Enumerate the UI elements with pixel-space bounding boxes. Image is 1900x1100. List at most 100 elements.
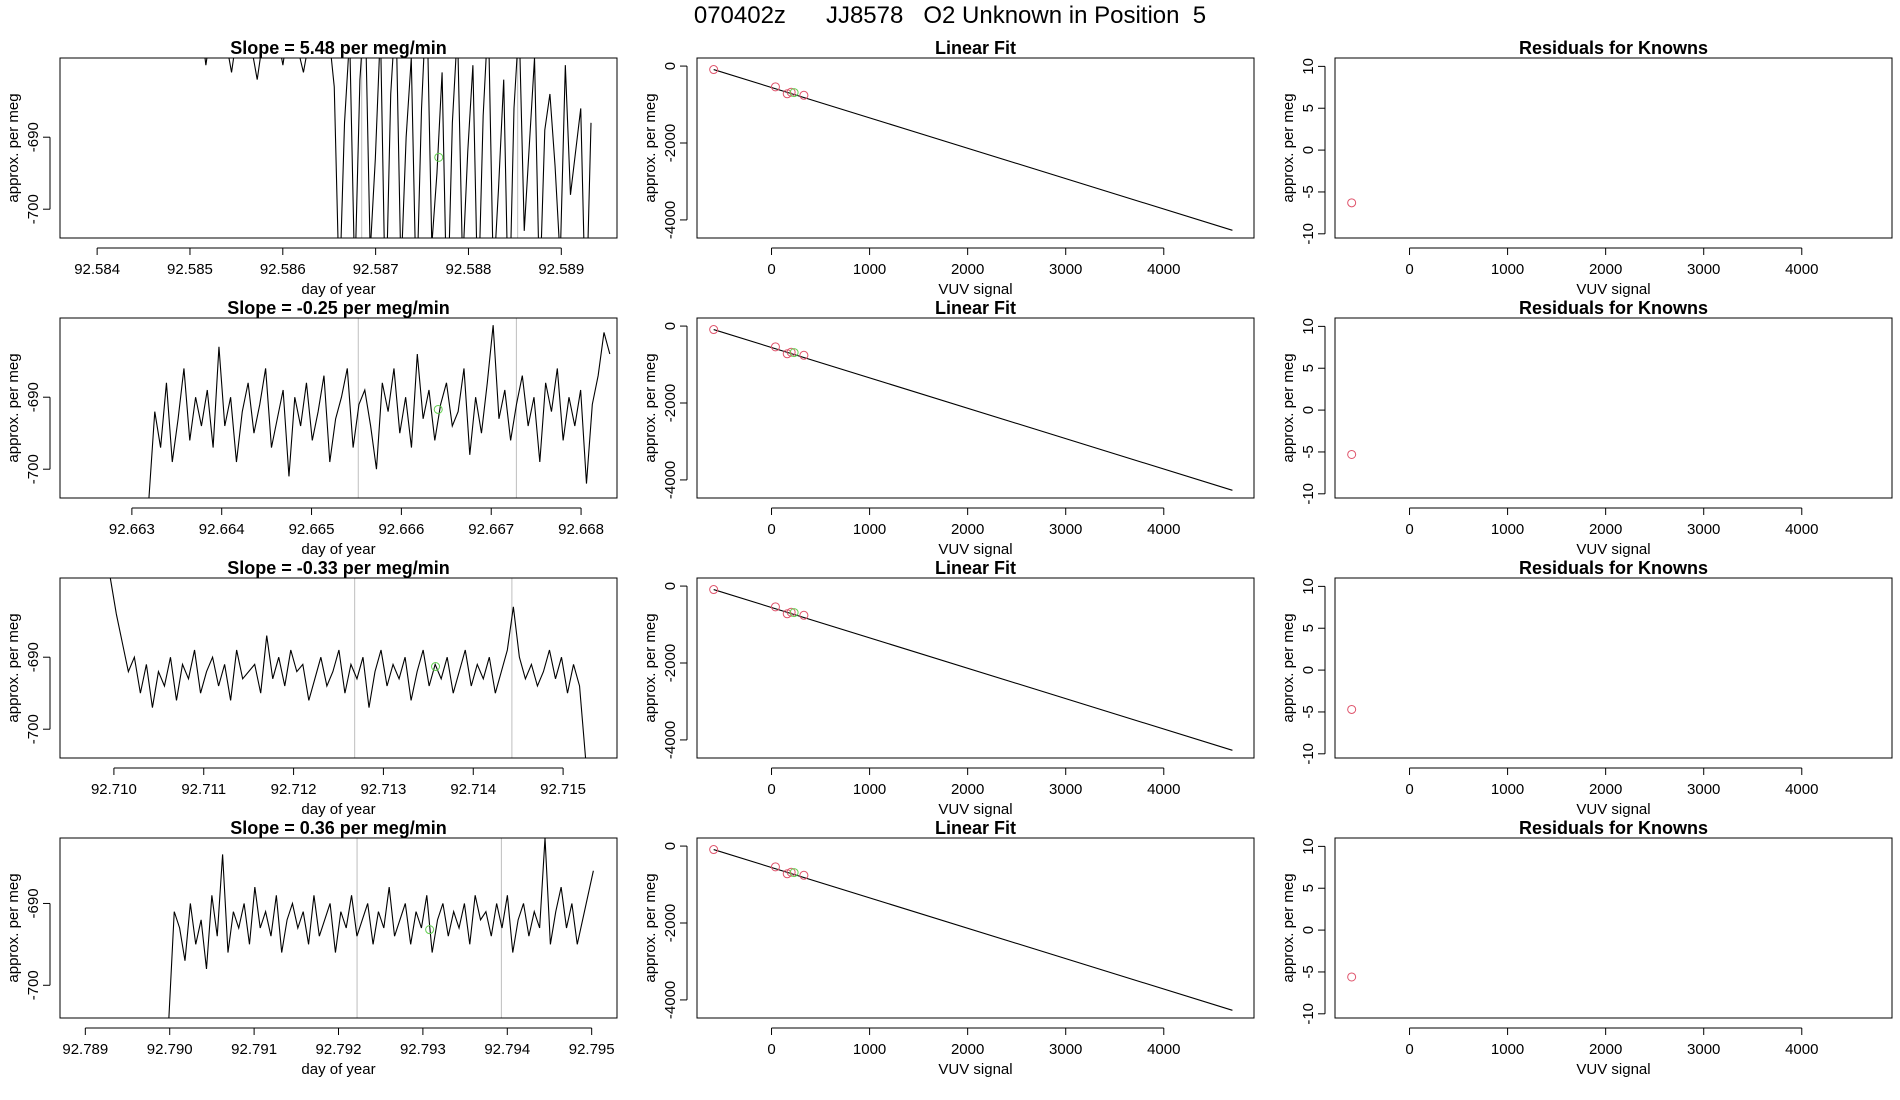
x-tick-label: 92.712 (271, 781, 317, 798)
y-tick-label: 10 (1300, 578, 1317, 595)
plot-frame (59, 577, 618, 759)
y-tick-label: 0 (662, 842, 679, 850)
x-tick-label: 92.585 (167, 261, 213, 278)
x-tick-label: 92.663 (109, 521, 155, 538)
y-tick-label: -700 (25, 194, 42, 224)
x-tick-label: 92.586 (260, 261, 306, 278)
series-line (168, 838, 594, 1018)
known-point (1347, 198, 1357, 208)
x-tick-label: 92.791 (231, 1041, 277, 1058)
known-point (1347, 972, 1357, 982)
x-tick-label: 92.584 (74, 261, 120, 278)
y-tick-label: -690 (25, 888, 42, 918)
x-tick-label: 1000 (1491, 781, 1524, 798)
x-tick-label: 2000 (951, 1041, 984, 1058)
x-tick-label: 92.668 (558, 521, 604, 538)
x-axis-label: day of year (301, 541, 375, 558)
plot-area (1347, 449, 1357, 459)
x-tick-label: 92.713 (360, 781, 406, 798)
plot-area (148, 318, 611, 498)
x-tick-label: 0 (767, 521, 775, 538)
y-tick-label: 10 (1300, 838, 1317, 855)
plot-frame (1334, 57, 1893, 239)
chart-title: Slope = -0.25 per meg/min (227, 298, 450, 318)
chart-panel-time-series-row-3: Slope = -0.33 per meg/min day of year appr… (5, 558, 618, 818)
plot-area (185, 58, 592, 238)
known-point (799, 350, 809, 360)
x-axis-label: VUV signal (1576, 281, 1650, 298)
known-point (782, 349, 792, 359)
y-tick-label: -2000 (662, 384, 679, 422)
x-tick-label: 92.664 (199, 521, 245, 538)
y-tick-label: 5 (1300, 884, 1317, 892)
x-tick-label: 92.589 (538, 261, 584, 278)
y-tick-label: -4000 (662, 201, 679, 239)
y-tick-label: 10 (1300, 318, 1317, 335)
x-tick-label: 4000 (1147, 521, 1180, 538)
x-tick-label: 1000 (853, 781, 886, 798)
x-tick-label: 0 (767, 261, 775, 278)
x-tick-label: 3000 (1049, 781, 1082, 798)
y-tick-label: -5 (1300, 965, 1317, 978)
y-axis-label: approx. per meg (5, 613, 22, 722)
chart-title: Residuals for Knowns (1519, 558, 1708, 578)
x-tick-label: 2000 (1589, 1041, 1622, 1058)
x-tick-label: 92.667 (468, 521, 514, 538)
x-tick-label: 2000 (951, 521, 984, 538)
x-tick-label: 92.795 (569, 1041, 615, 1058)
x-tick-label: 1000 (1491, 261, 1524, 278)
x-axis-label: VUV signal (938, 801, 1012, 818)
unknown-marker (433, 404, 443, 414)
known-point (786, 87, 796, 97)
x-tick-label: 4000 (1785, 521, 1818, 538)
x-tick-label: 1000 (853, 261, 886, 278)
y-tick-label: -690 (25, 382, 42, 412)
known-point (799, 610, 809, 620)
known-point (770, 82, 780, 92)
chart-panel-residuals-row-3: Residuals for Knowns VUV signal approx. pe… (1280, 558, 1893, 818)
chart-panel-residuals-row-1: Residuals for Knowns VUV signal approx. pe… (1280, 38, 1893, 298)
known-point (709, 585, 719, 595)
y-tick-label: 5 (1300, 104, 1317, 112)
y-tick-label: 0 (662, 582, 679, 590)
y-tick-label: -4000 (662, 721, 679, 759)
chart-panel-linear-fit-row-2: Linear Fit VUV signal approx. per meg 0 1000… (642, 298, 1255, 558)
unknown-point (789, 348, 799, 358)
y-tick-label: -2000 (662, 644, 679, 682)
x-tick-label: 0 (767, 781, 775, 798)
chart-title: Linear Fit (935, 298, 1016, 318)
x-tick-label: 2000 (1589, 261, 1622, 278)
plot-frame (696, 837, 1255, 1019)
x-tick-label: 2000 (1589, 781, 1622, 798)
y-axis-label: approx. per meg (5, 873, 22, 982)
y-tick-label: -5 (1300, 705, 1317, 718)
series-line (109, 578, 587, 758)
chart-panel-linear-fit-row-1: Linear Fit VUV signal approx. per meg 0 1000… (642, 38, 1255, 298)
x-tick-label: 92.715 (540, 781, 586, 798)
unknown-point (789, 868, 799, 878)
x-tick-label: 3000 (1687, 1041, 1720, 1058)
plot-area (168, 838, 594, 1018)
chart-title: Slope = -0.33 per meg/min (227, 558, 450, 578)
plot-frame (1334, 317, 1893, 499)
x-axis-label: day of year (301, 281, 375, 298)
y-tick-label: 0 (1300, 926, 1317, 934)
y-axis-label: approx. per meg (1280, 93, 1297, 202)
chart-title: Residuals for Knowns (1519, 818, 1708, 838)
chart-panel-residuals-row-4: Residuals for Knowns VUV signal approx. pe… (1280, 818, 1893, 1078)
x-axis-label: day of year (301, 1061, 375, 1078)
x-tick-label: 0 (1405, 781, 1413, 798)
known-point (1347, 449, 1357, 459)
x-tick-label: 92.792 (316, 1041, 362, 1058)
x-tick-label: 4000 (1147, 261, 1180, 278)
x-tick-label: 3000 (1049, 521, 1082, 538)
chart-title: Linear Fit (935, 38, 1016, 58)
y-tick-label: -2000 (662, 904, 679, 942)
x-tick-label: 1000 (853, 1041, 886, 1058)
known-point (782, 869, 792, 879)
y-tick-label: -690 (25, 642, 42, 672)
page-title: 070402z JJ8578 O2 Unknown in Position 5 (693, 2, 1207, 29)
unknown-point (789, 608, 799, 618)
y-tick-label: 0 (662, 62, 679, 70)
